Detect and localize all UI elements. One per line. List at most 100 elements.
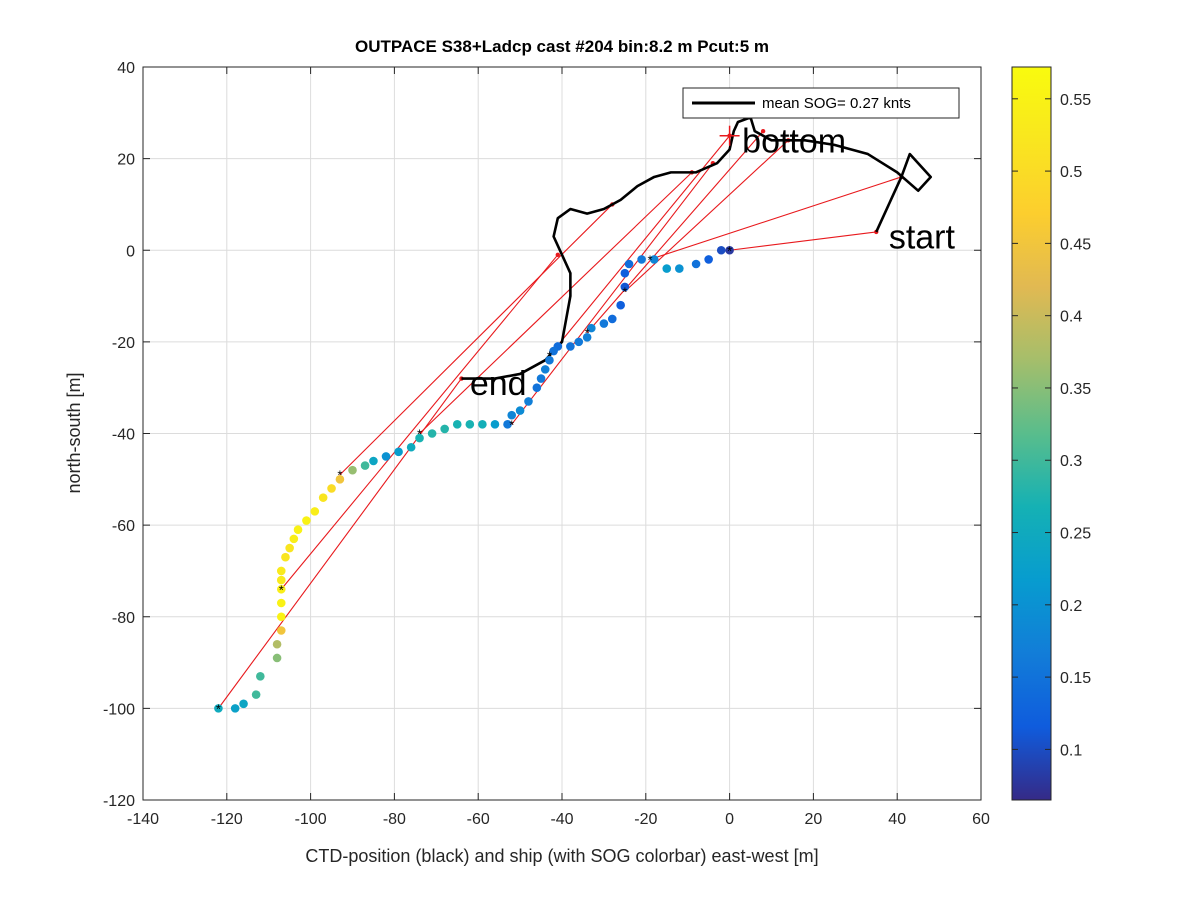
ship-point	[327, 484, 336, 493]
y-tick-label: 0	[126, 243, 135, 260]
ship-point	[465, 420, 475, 429]
annotation-bottom: bottom	[742, 122, 846, 160]
ship-point	[566, 342, 575, 351]
fix-marker: *	[337, 468, 342, 483]
ship-point	[549, 346, 558, 356]
ship-point	[704, 255, 713, 264]
y-tick-label: -40	[112, 427, 135, 444]
ship-track	[214, 245, 734, 713]
ship-point	[251, 690, 261, 699]
ship-point	[276, 584, 286, 594]
colorbar-tick-label: 0.3	[1060, 453, 1082, 470]
ship-point	[587, 323, 596, 333]
ship-point	[289, 534, 299, 544]
ship-point	[503, 420, 512, 429]
ship-point	[272, 653, 282, 663]
colorbar-tick-label: 0.4	[1060, 309, 1082, 326]
ship-point	[616, 300, 625, 310]
link-end-dot	[555, 252, 561, 258]
legend: mean SOG= 0.27 knts	[682, 87, 960, 119]
grid-layer	[142, 66, 982, 801]
ship-point	[545, 355, 554, 365]
x-tick-label: -120	[211, 811, 243, 828]
ship-point	[452, 420, 462, 429]
ship-point	[256, 672, 265, 681]
ship-point	[318, 493, 328, 502]
chart-title: OUTPACE S38+Ladcp cast #204 bin:8.2 m Pc…	[355, 37, 769, 56]
link-line	[624, 139, 789, 292]
ship-point	[662, 264, 672, 273]
colorbar-tick-label: 0.25	[1060, 526, 1091, 543]
ship-point	[540, 365, 550, 374]
fix-marker: *	[279, 582, 284, 597]
ship-point	[214, 704, 223, 713]
fix-marker: *	[216, 701, 221, 716]
ship-point	[285, 543, 294, 553]
link-line	[280, 254, 559, 590]
ship-point	[310, 507, 320, 516]
fix-marker: *	[585, 326, 590, 341]
tick-layer: -140 -120 -100 -80 -60 -40 -20 0 20 40 60-120-100-…	[103, 60, 990, 828]
fix-marker: *	[647, 252, 652, 267]
ship-point	[239, 699, 248, 709]
ship-point	[536, 374, 546, 383]
ship-point	[360, 461, 370, 470]
ship-point	[649, 255, 659, 264]
annotation-end: end	[470, 365, 527, 403]
ship-point	[406, 442, 416, 452]
colorbar-tick-label: 0.55	[1060, 92, 1091, 109]
colorbar-tick-label: 0.35	[1060, 381, 1091, 398]
ship-point	[293, 525, 303, 535]
x-tick-label: -100	[295, 811, 327, 828]
ship-point	[394, 447, 403, 457]
y-tick-label: 20	[117, 152, 135, 169]
x-tick-label: -140	[127, 811, 159, 828]
ship-point	[276, 626, 286, 635]
x-tick-label: 20	[805, 811, 823, 828]
ship-point	[574, 337, 584, 347]
link-end-dot	[760, 128, 766, 134]
ship-point	[490, 420, 500, 429]
ship-point	[348, 465, 357, 475]
fix-markers: * * * * * * * * * *	[216, 125, 740, 716]
ship-point	[691, 259, 701, 269]
ship-point	[369, 456, 378, 466]
fix-marker: *	[417, 427, 422, 442]
y-tick-label: -100	[103, 701, 135, 718]
ship-point	[507, 410, 517, 420]
ship-point	[599, 319, 609, 328]
ship-point	[532, 383, 542, 392]
x-tick-label: -20	[634, 811, 657, 828]
ship-point	[276, 575, 286, 585]
link-line	[217, 378, 462, 709]
ship-point	[478, 420, 487, 429]
colorbar-frame	[1011, 66, 1052, 801]
ship-point	[335, 475, 345, 484]
link-line	[339, 204, 613, 476]
link-line	[649, 176, 902, 260]
x-tick-label: 60	[972, 811, 990, 828]
x-tick-label: 40	[888, 811, 906, 828]
x-tick-label: -40	[550, 811, 573, 828]
x-tick-label: 0	[725, 811, 734, 828]
colorbar-ticks: 0.1 0.15 0.2 0.25 0.3 0.35 0.4 0.45 0.5 0.55	[1012, 92, 1091, 759]
ship-point	[276, 566, 286, 576]
ctd-track-line	[461, 116, 933, 380]
ship-point	[524, 397, 533, 406]
x-axis-label: CTD-position (black) and ship (with SOG …	[305, 846, 818, 866]
annotation-start: start	[889, 219, 956, 257]
ctd-track	[461, 116, 933, 380]
y-tick-label: -60	[112, 518, 135, 535]
y-tick-label: 40	[117, 60, 135, 77]
fix-marker: *	[547, 349, 552, 364]
ship-point	[381, 452, 391, 461]
fix-marker: *	[727, 243, 732, 258]
x-tick-label: -80	[383, 811, 406, 828]
link-line	[419, 171, 693, 434]
ship-point	[515, 406, 525, 415]
colorbar-tick-label: 0.1	[1060, 742, 1082, 759]
colorbar-gradient	[1012, 67, 1051, 800]
x-tick-label: -60	[467, 811, 490, 828]
ship-point	[607, 314, 617, 324]
